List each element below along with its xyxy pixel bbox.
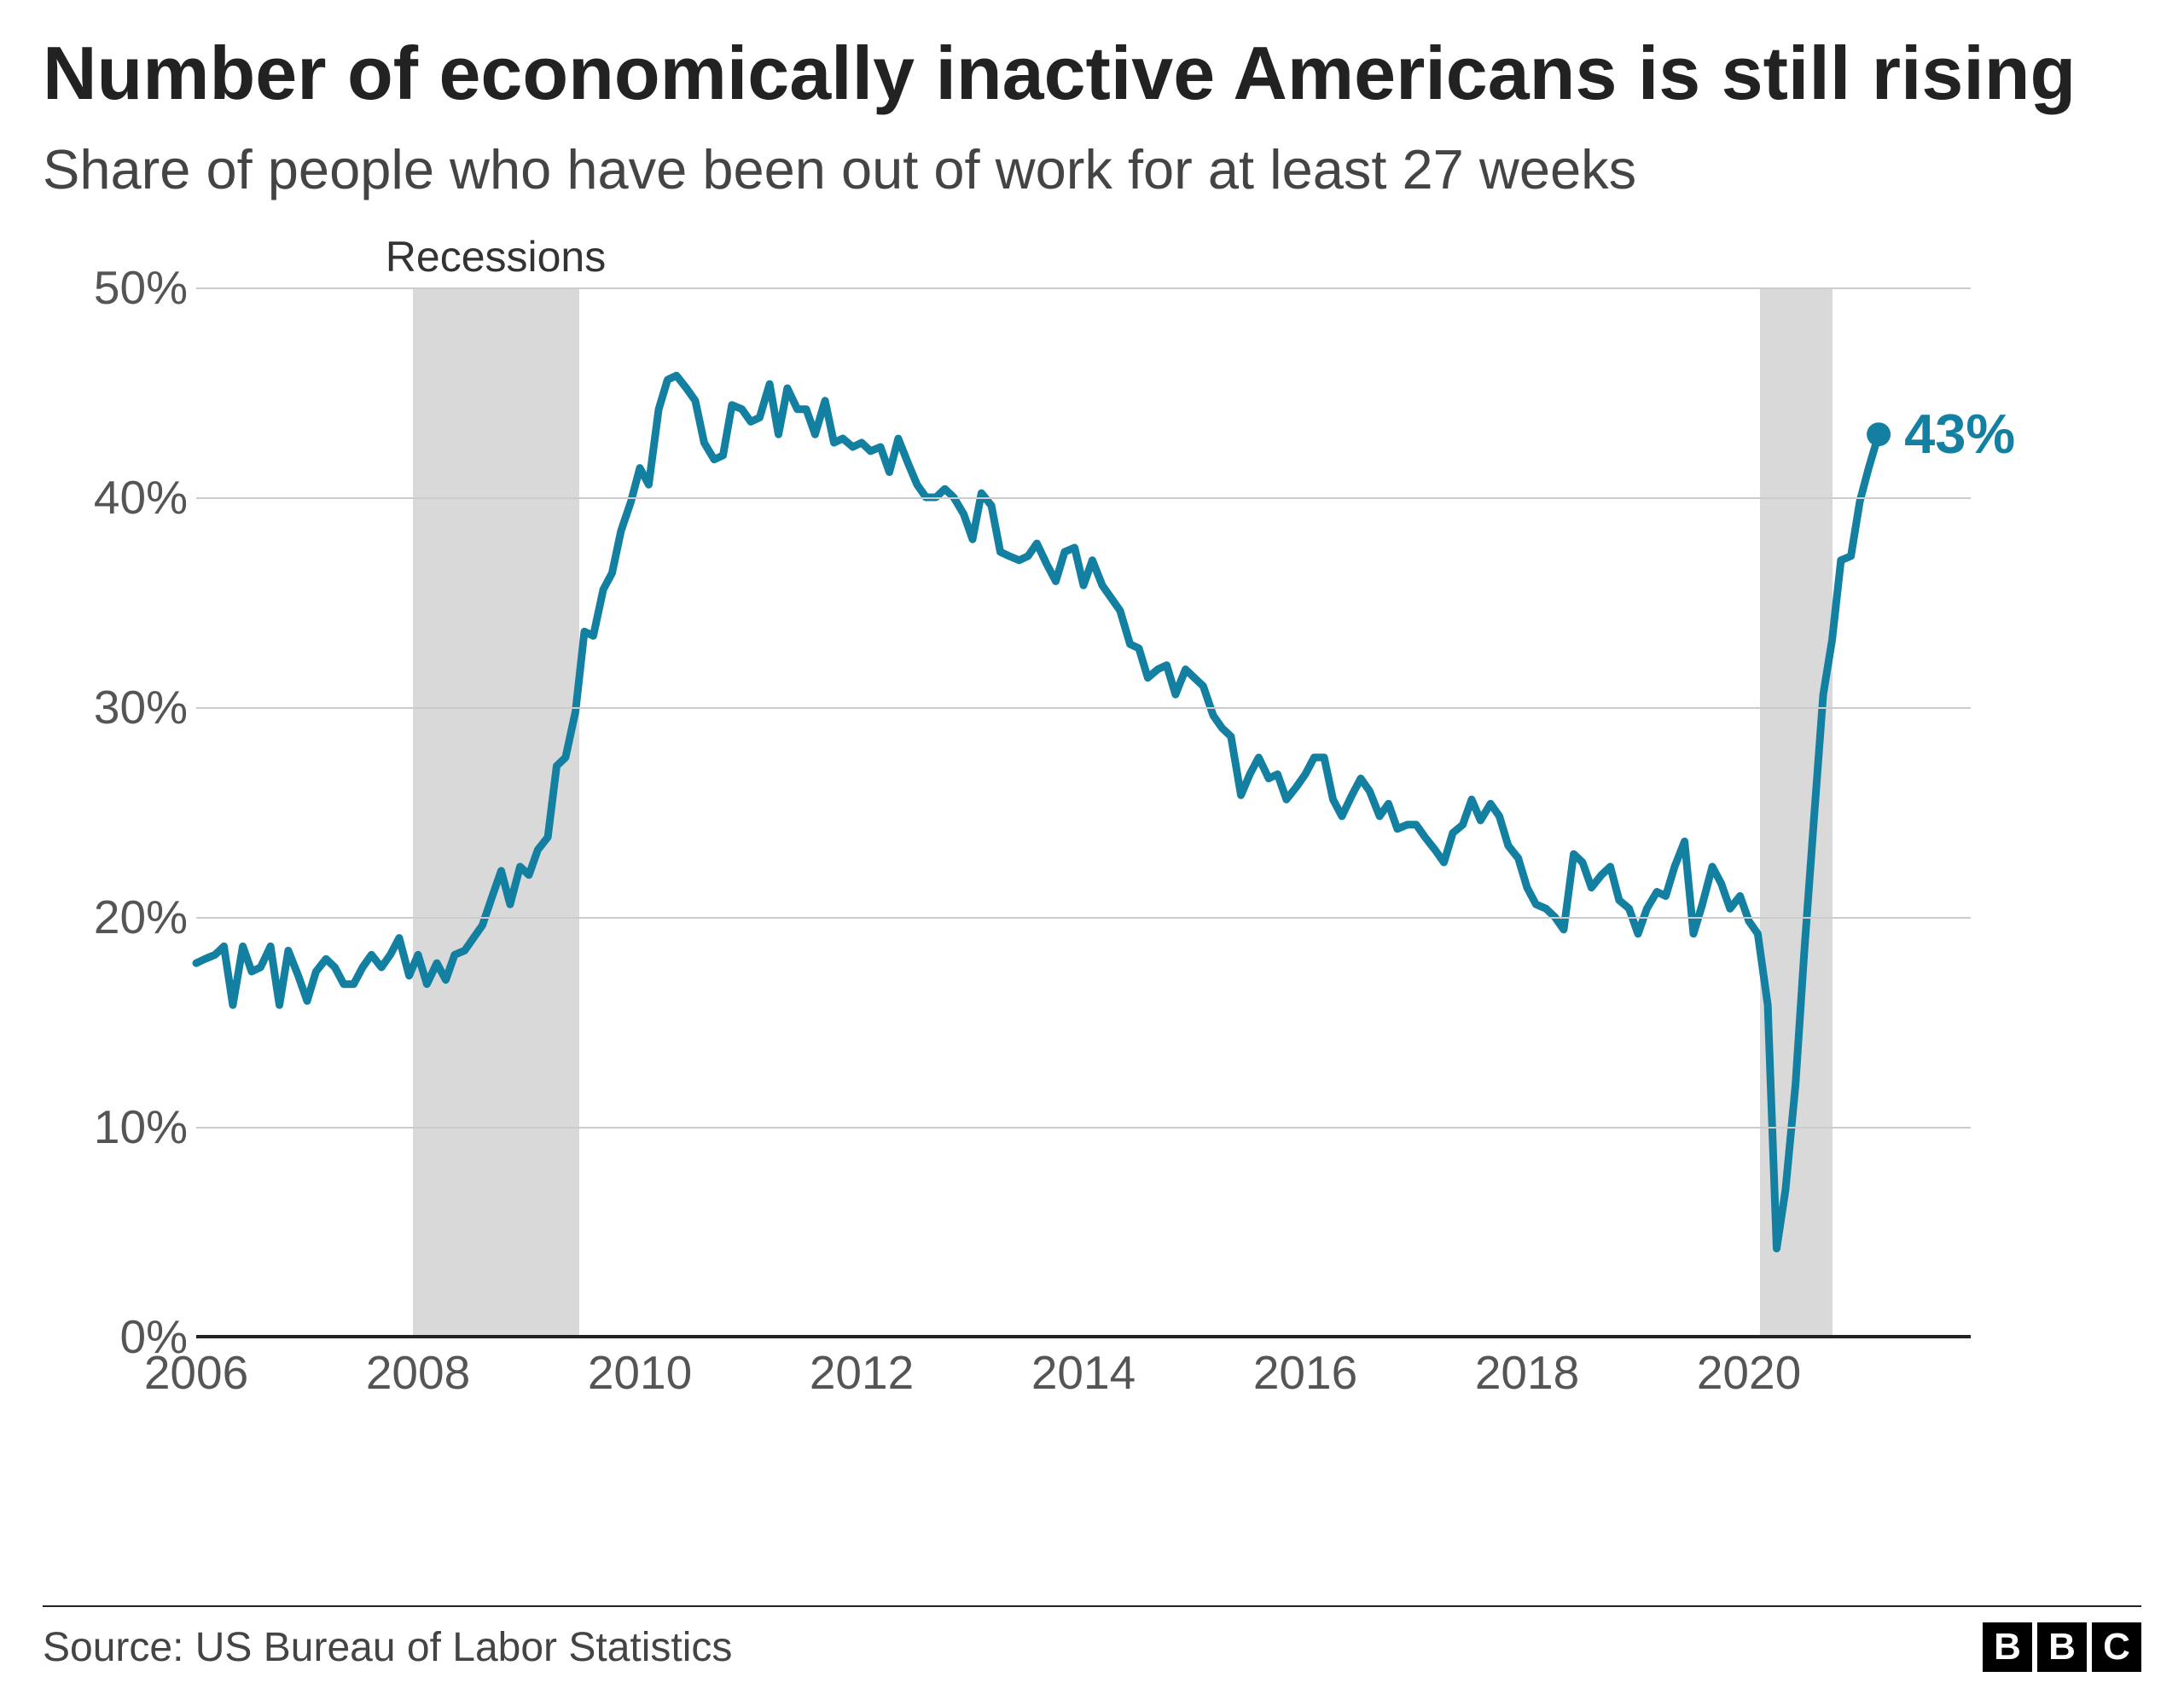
x-tick-label: 2012 <box>810 1345 914 1400</box>
line-series <box>196 287 1971 1337</box>
x-tick-label: 2006 <box>144 1345 248 1400</box>
recession-label: Recessions <box>386 232 606 281</box>
logo-letter: C <box>2092 1622 2141 1672</box>
source-text: Source: US Bureau of Labor Statistics <box>43 1624 732 1671</box>
logo-letter: B <box>1983 1622 2032 1672</box>
gridline <box>196 497 1971 499</box>
y-tick-label: 20% <box>94 890 188 944</box>
x-tick-label: 2016 <box>1253 1345 1357 1400</box>
x-tick-label: 2008 <box>366 1345 470 1400</box>
y-tick-label: 40% <box>94 470 188 525</box>
y-tick-label: 50% <box>94 260 188 315</box>
y-tick-label: 30% <box>94 680 188 734</box>
x-tick-label: 2020 <box>1697 1345 1801 1400</box>
gridline <box>196 1127 1971 1129</box>
chart-area: 0%10%20%30%40%50% Recessions 20062008201… <box>43 228 2141 1405</box>
footer: Source: US Bureau of Labor Statistics BB… <box>43 1605 2141 1672</box>
y-tick-label: 10% <box>94 1100 188 1154</box>
x-tick-label: 2010 <box>588 1345 692 1400</box>
chart-title: Number of economically inactive American… <box>43 34 2141 113</box>
x-tick-label: 2018 <box>1475 1345 1579 1400</box>
logo-letter: B <box>2037 1622 2087 1672</box>
gridline <box>196 287 1971 289</box>
chart-subtitle: Share of people who have been out of wor… <box>43 138 2141 202</box>
plot-region <box>196 287 1971 1337</box>
bbc-logo: BBC <box>1983 1622 2141 1672</box>
gridline <box>196 1335 1971 1338</box>
end-value-callout: 43% <box>1904 402 2015 466</box>
gridline <box>196 917 1971 919</box>
x-tick-label: 2014 <box>1031 1345 1136 1400</box>
gridline <box>196 707 1971 709</box>
